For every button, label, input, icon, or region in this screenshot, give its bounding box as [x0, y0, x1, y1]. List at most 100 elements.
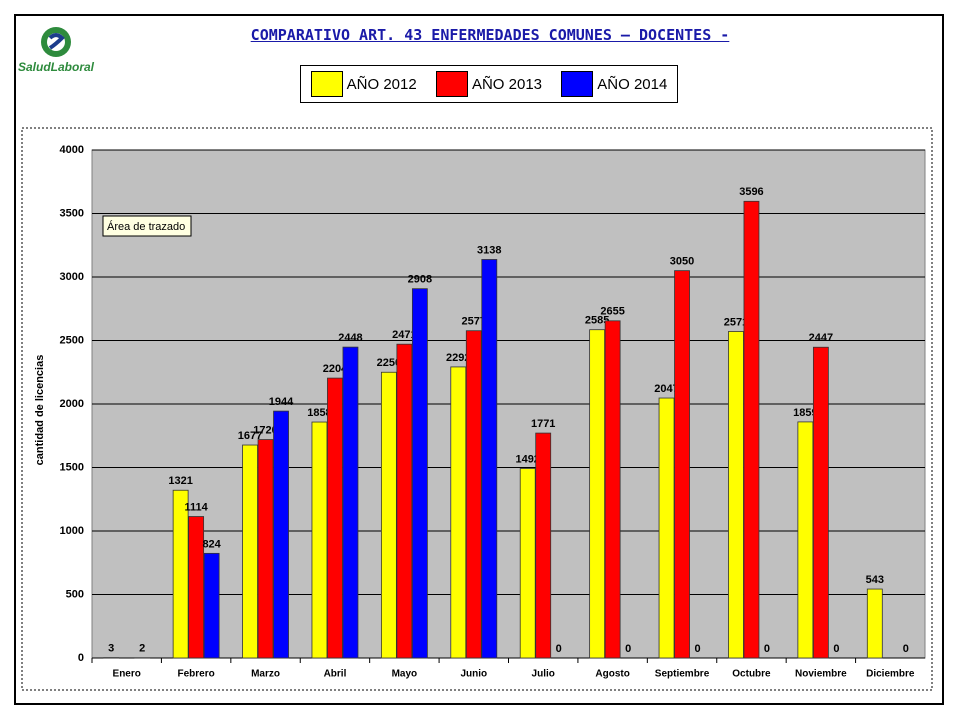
data-label: 3050 [670, 256, 694, 268]
x-tick-label: Enero [113, 669, 141, 680]
x-tick-label: Agosto [595, 669, 629, 680]
logo-icon [41, 27, 71, 57]
data-label: 2292 [446, 352, 470, 364]
bar [172, 489, 189, 659]
logo-text: SaludLaboral [18, 60, 95, 74]
data-label: 0 [694, 643, 700, 655]
y-tick-label: 1500 [60, 461, 84, 473]
legend-item: AÑO 2013 [435, 71, 543, 97]
data-label: 2577 [462, 316, 486, 328]
legend-label: AÑO 2013 [471, 75, 543, 93]
frame [14, 14, 944, 705]
bar [203, 552, 220, 659]
data-label: 3138 [477, 244, 501, 256]
y-tick-label: 3500 [60, 207, 84, 219]
bar [743, 200, 760, 659]
x-tick-label: Mayo [392, 669, 418, 680]
bar [273, 410, 289, 659]
tooltip: Área de trazado [107, 220, 185, 233]
legend-item: AÑO 2012 [310, 71, 417, 97]
bar [481, 259, 498, 659]
data-label: 1677 [238, 430, 262, 442]
data-label: 1114 [184, 501, 208, 513]
data-label: 0 [625, 643, 631, 655]
bar [674, 270, 690, 659]
data-label: 2655 [600, 306, 624, 318]
legend-swatch [310, 71, 343, 97]
x-tick-label: Diciembre [866, 669, 915, 680]
bar [519, 468, 536, 659]
legend-label: AÑO 2012 [346, 75, 417, 93]
data-label: 2447 [809, 332, 833, 344]
legend-item: AÑO 2014 [561, 71, 667, 97]
data-label: 1944 [269, 396, 294, 408]
data-label: 0 [556, 643, 562, 655]
y-tick-label: 1000 [60, 525, 84, 537]
data-label: 0 [833, 643, 839, 655]
bar [812, 346, 829, 659]
data-label: 0 [903, 643, 909, 655]
data-label: 3596 [739, 186, 763, 198]
data-label: 2250 [377, 357, 401, 369]
x-tick-label: Julio [532, 669, 555, 680]
data-label: 2471 [392, 329, 416, 341]
bar [311, 421, 328, 659]
data-label: 2047 [654, 383, 678, 395]
logo: SaludLaboral [18, 24, 98, 78]
bar [658, 397, 675, 659]
legend-swatch [561, 71, 594, 97]
x-tick-label: Octubre [732, 669, 771, 680]
data-label: 1321 [168, 475, 192, 487]
bar [411, 288, 428, 659]
y-tick-label: 0 [78, 652, 84, 664]
x-tick-label: Junio [460, 669, 487, 680]
tooltip-box [102, 215, 192, 237]
y-tick-label: 3000 [60, 271, 84, 283]
data-label: 2571 [724, 316, 748, 328]
bar [797, 421, 814, 659]
bar [342, 346, 359, 659]
y-tick-label: 4000 [60, 144, 84, 156]
legend: AÑO 2012 AÑO 2013 AÑO 2014 [300, 65, 678, 103]
y-tick-label: 500 [66, 588, 84, 600]
x-tick-label: Marzo [251, 669, 280, 680]
bar [589, 329, 606, 659]
bar [604, 320, 621, 659]
y-tick-label: 2000 [60, 398, 84, 410]
bar [257, 439, 274, 659]
bar [465, 330, 482, 659]
bar [535, 432, 552, 659]
data-label: 824 [202, 538, 221, 550]
data-label: 1492 [515, 453, 539, 465]
legend-label: AÑO 2014 [597, 75, 668, 93]
bar [242, 444, 258, 659]
data-label: 2908 [408, 274, 432, 286]
y-axis-label: cantidad de licencias [34, 355, 46, 466]
data-label: 543 [866, 574, 884, 586]
data-label: 1720 [253, 424, 277, 436]
data-label: 2448 [338, 332, 362, 344]
bar [866, 588, 883, 659]
data-label: 2 [139, 643, 145, 655]
bar [450, 366, 467, 659]
bar [188, 516, 205, 659]
data-label: 1859 [793, 407, 817, 419]
data-label: 3 [108, 643, 114, 655]
data-label: 1771 [531, 418, 555, 430]
data-label: 2204 [323, 363, 348, 375]
bar [327, 377, 343, 659]
x-tick-label: Septiembre [655, 669, 710, 680]
bar [728, 331, 744, 659]
x-tick-label: Abril [324, 669, 347, 680]
data-label: 1858 [307, 407, 331, 419]
bar [380, 371, 397, 659]
x-tick-label: Noviembre [795, 669, 847, 680]
y-tick-label: 2500 [60, 334, 84, 346]
legend-swatch [435, 71, 468, 97]
chart-title: COMPARATIVO ART. 43 ENFERMEDADES COMUNES… [250, 26, 730, 44]
data-label: 2585 [585, 315, 609, 327]
bar [396, 343, 413, 659]
x-tick-label: Febrero [178, 669, 215, 680]
